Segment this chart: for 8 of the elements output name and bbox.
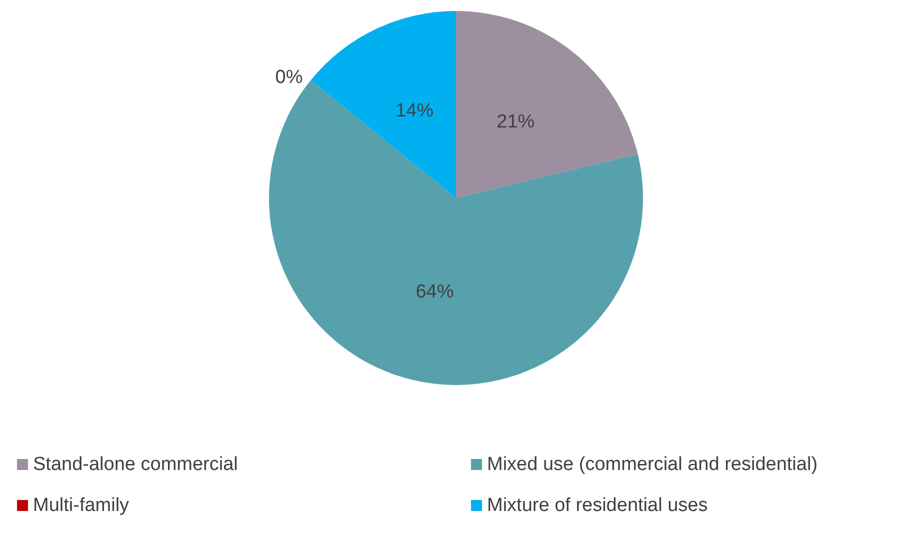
legend-label: Mixed use (commercial and residential) — [487, 454, 818, 475]
text: 0% — [275, 67, 303, 88]
legend-label: Mixture of residential uses — [487, 495, 708, 516]
legend-label: Stand-alone commercial — [33, 454, 238, 475]
data-label: 14% — [396, 100, 434, 122]
data-label: 64% — [416, 282, 454, 303]
data-label: 21% — [496, 112, 535, 133]
legend-label: Multi-family — [33, 495, 130, 516]
